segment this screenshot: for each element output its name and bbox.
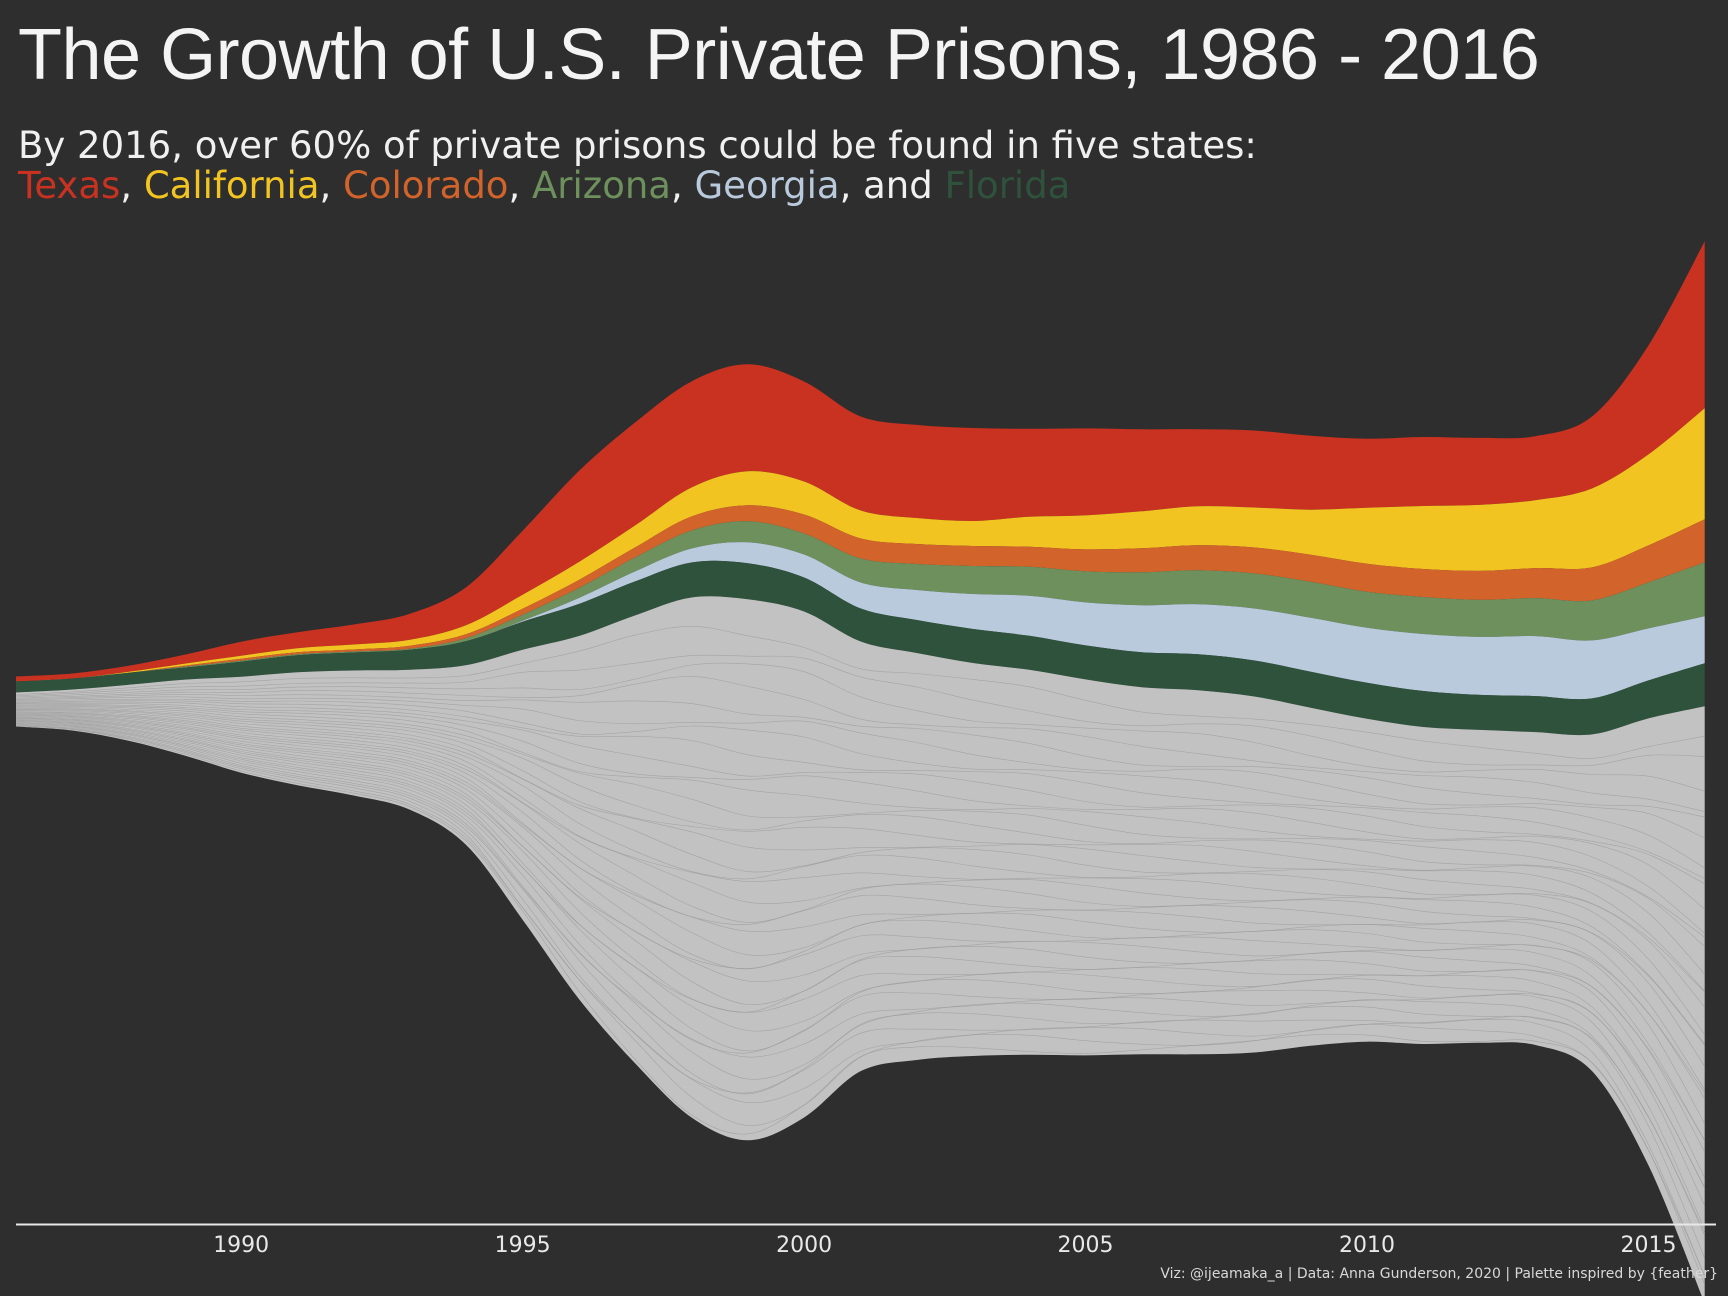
stream-arizona [16, 521, 1705, 682]
x-tick-label: 1990 [213, 1233, 269, 1258]
other-state-outline [15, 715, 1705, 1099]
other-state-outline [15, 725, 1705, 1285]
other-state-outline [15, 676, 1705, 812]
legend-separator: , and [839, 164, 945, 207]
other-state-outline [15, 700, 1705, 879]
legend-separator: , [508, 164, 532, 207]
other-state-outline [15, 625, 1705, 759]
legend-state-california: California [143, 164, 320, 207]
other-state-outline [15, 722, 1705, 1236]
stream-other-states [16, 596, 1705, 1296]
other-state-outline [15, 705, 1705, 938]
other-state-outline [15, 712, 1705, 1046]
subtitle: By 2016, over 60% of private prisons cou… [18, 126, 1257, 206]
other-state-outline [15, 717, 1705, 1153]
other-state-outline [15, 722, 1705, 1233]
x-tick-label: 2015 [1621, 1233, 1677, 1258]
stream-colorado [16, 505, 1705, 682]
other-state-outline [15, 708, 1705, 993]
other-state-outline [15, 724, 1705, 1277]
other-state-outline [15, 662, 1705, 792]
other-state-outline [15, 654, 1705, 767]
x-tick-label: 1995 [495, 1233, 551, 1258]
legend-separator: , [120, 164, 144, 207]
other-state-outline [15, 711, 1705, 1044]
other-state-outline [15, 701, 1705, 885]
subtitle-line1: By 2016, over 60% of private prisons cou… [18, 124, 1257, 167]
stream-layers [16, 241, 1705, 1296]
legend-state-arizona: Arizona [531, 164, 671, 207]
other-state-outline [15, 709, 1705, 1008]
chart-title: The Growth of U.S. Private Prisons, 1986… [18, 15, 1540, 95]
stream-california [16, 408, 1705, 682]
other-state-outline [15, 723, 1705, 1259]
other-state-outline [15, 719, 1705, 1189]
other-state-outline [15, 694, 1705, 818]
other-state-outline [15, 696, 1705, 839]
other-state-outline [15, 702, 1705, 910]
other-state-outline [15, 716, 1705, 1141]
other-state-outline [15, 718, 1705, 1179]
other-state-outline [15, 717, 1705, 1141]
other-state-outline [15, 704, 1705, 934]
other-state-outline [15, 725, 1705, 1276]
x-axis-ticks: 1990 1995 2000 2005 2010 2015 [213, 1233, 1676, 1258]
stream-georgia [16, 542, 1705, 700]
x-tick-label: 2010 [1339, 1233, 1395, 1258]
legend-separator: , [319, 164, 344, 207]
stream-florida [16, 560, 1705, 736]
stream-texas [16, 241, 1705, 682]
legend-state-georgia: Georgia [694, 164, 840, 207]
legend-separator: , [670, 164, 695, 207]
other-state-outline [15, 708, 1705, 992]
caption: Viz: @ijeamaka_a | Data: Anna Gunderson,… [1160, 1266, 1718, 1282]
legend-state-colorado: Colorado [343, 164, 509, 207]
subtitle-states-line: Texas, California, Colorado, Arizona, Ge… [18, 166, 1257, 206]
legend-state-texas: Texas [18, 164, 121, 207]
other-state-outline [15, 706, 1705, 947]
other-state-outline [15, 721, 1705, 1230]
other-state-outline [15, 712, 1705, 1067]
x-tick-label: 2005 [1058, 1233, 1114, 1258]
other-state-outline [15, 698, 1705, 869]
legend-state-florida: Florida [944, 164, 1071, 207]
x-tick-label: 2000 [776, 1233, 832, 1258]
other-state-outline [15, 710, 1705, 1035]
other-state-outline [15, 707, 1705, 975]
other-state-outline [15, 720, 1705, 1188]
other-states-outlines [15, 625, 1705, 1285]
other-state-outline [15, 713, 1705, 1090]
